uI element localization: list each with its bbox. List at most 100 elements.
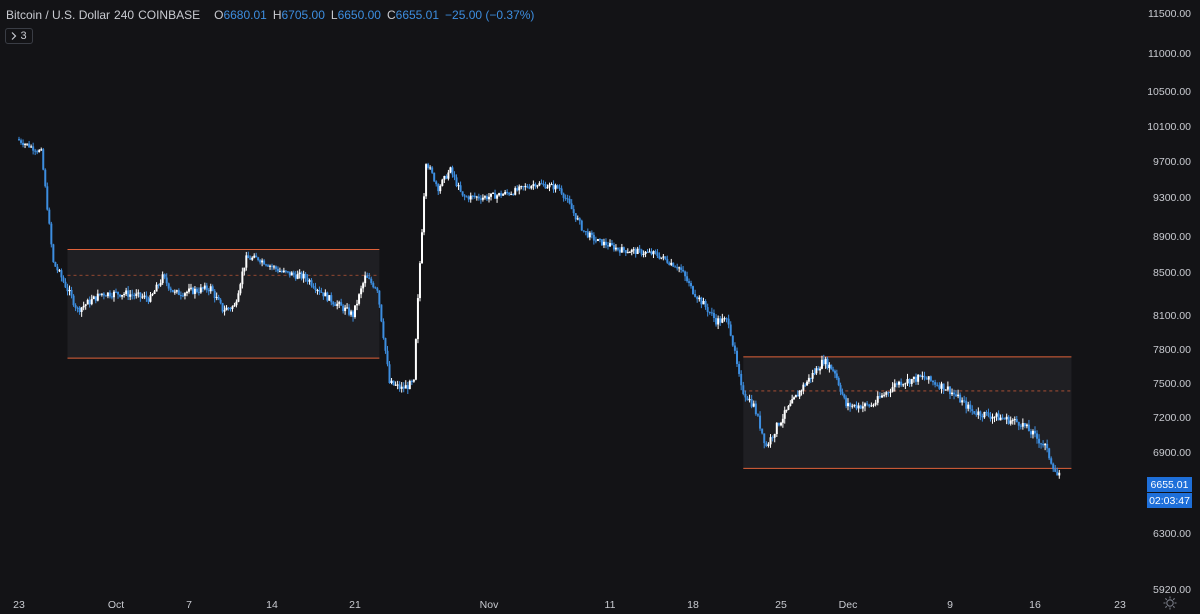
candle-body [177,290,180,295]
candle-body [800,390,803,392]
candle-body [512,194,515,196]
candle-body [431,167,434,173]
candle-body [902,384,905,386]
candle-body [929,376,932,381]
indicators-toggle-button[interactable]: 3 [5,28,33,44]
candle-body [207,289,210,292]
candle-body [532,184,535,186]
candle-body [997,413,1000,421]
candle-body [181,295,184,297]
candle-body [568,198,571,204]
candle-body [155,284,158,292]
interval[interactable]: 240 [114,8,135,22]
candle-body [22,142,25,145]
candle-body [147,298,150,302]
time-tick-label: 23 [1114,599,1126,611]
candle-body [870,405,873,407]
candle-body [251,257,254,260]
price-tick-label: 7200.00 [1153,412,1191,424]
candle-body [457,185,460,187]
candle-body [213,290,216,298]
candle-body [692,286,694,295]
candle-body [927,376,930,380]
candle-body [425,164,428,197]
candle-body [378,290,381,305]
candle-body [112,291,115,298]
candle-body [66,287,69,292]
candle-body [572,209,575,214]
candle-body [60,270,63,278]
candle-body [26,143,29,145]
candle-body [370,278,373,283]
candle-body [1007,416,1010,424]
candle-body [235,301,238,306]
candle-body [215,296,218,298]
symbol-name[interactable]: Bitcoin / U.S. Dollar [6,8,111,22]
candle-body [981,416,984,418]
candle-body [959,394,962,403]
candle-body [481,197,484,200]
candle-body [121,294,124,297]
candle-body [780,422,782,426]
candle-body [330,295,333,303]
candle-body [904,383,907,385]
candle-body [344,307,347,312]
candle-body [441,179,444,186]
candle-body [989,415,992,419]
candle-body [271,265,273,267]
candle-body [1054,469,1057,472]
candle-body [706,307,709,312]
candle-body [744,393,747,398]
candle-body [390,380,393,383]
candle-body [50,223,53,245]
candle-body [445,176,448,179]
candle-body [534,184,537,187]
candle-body [725,318,728,320]
candle-body [274,266,277,269]
candle-body [738,364,741,374]
candle-body [310,280,313,286]
candle-body [898,381,900,385]
candle-body [944,389,947,391]
candles [18,136,1061,479]
candle-body [558,187,561,189]
candle-body [245,255,248,268]
candle-body [298,272,301,275]
candle-body [940,383,943,389]
candle-body [578,218,581,221]
candle-body [518,186,521,191]
candle-body [185,291,188,294]
candle-body [748,399,751,401]
candle-body [410,381,413,383]
time-axis[interactable]: 23 Oct 7 14 21 Nov 11 18 25 Dec 9 16 23 [13,599,1126,611]
candle-body [690,283,693,287]
candle-body [704,300,707,308]
ohlc-values: O6680.01 H6705.00 L6650.00 C6655.01 −25.… [214,8,534,22]
candle-body [205,285,208,290]
candle-body [590,232,593,235]
candle-body [255,255,258,258]
candle-body [923,375,926,379]
candle-body [179,294,182,296]
candle-body [195,288,198,292]
candle-body [564,197,567,199]
candle-body [72,295,75,306]
candle-body [1050,458,1053,464]
candle-body [427,164,430,168]
gear-icon[interactable] [1163,596,1177,610]
candle-body [326,292,329,301]
candle-body [632,249,635,251]
candle-body [498,193,501,196]
candle-body [92,296,95,300]
candle-body [1005,416,1008,420]
candle-body [1052,463,1055,470]
candle-body [806,381,809,386]
candle-body [562,193,565,198]
candle-body [374,287,377,289]
candle-body [106,292,109,297]
candle-body [169,288,172,291]
candle-body [272,266,275,268]
candle-body [90,299,93,305]
price-tick-label: 7500.00 [1153,378,1191,390]
